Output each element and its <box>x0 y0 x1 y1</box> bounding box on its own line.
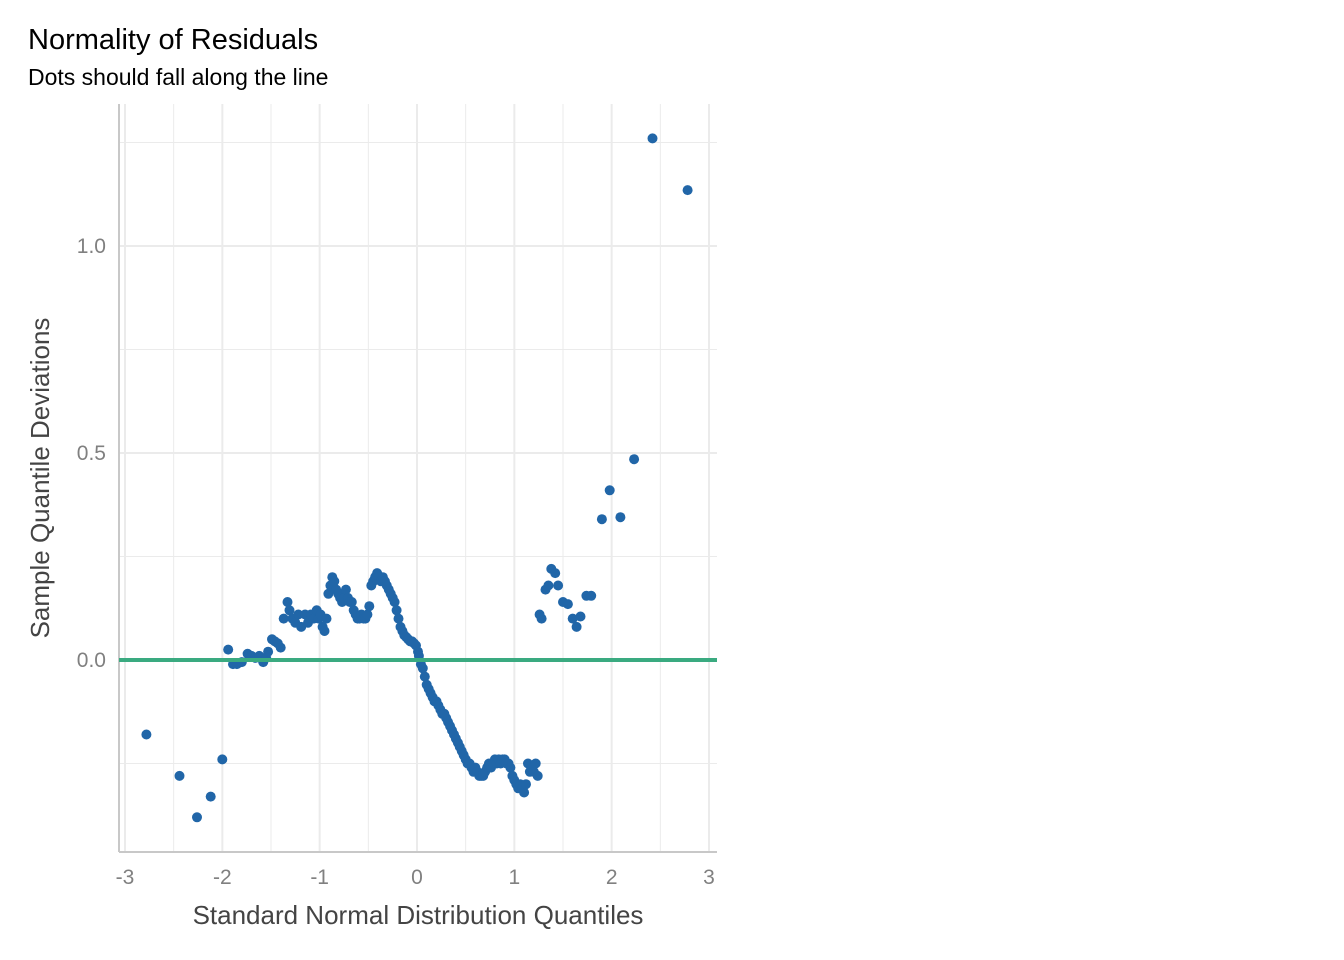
data-point <box>596 514 607 525</box>
data-point <box>393 613 404 624</box>
data-point <box>521 779 531 790</box>
data-point <box>282 597 293 607</box>
x-tick-label: 1 <box>508 866 520 889</box>
data-point <box>321 613 332 624</box>
data-point <box>571 621 582 632</box>
x-axis-title: Standard Normal Distribution Quantiles <box>193 900 644 930</box>
data-point <box>562 599 573 610</box>
y-tick-label: 0.5 <box>77 442 106 465</box>
data-points <box>141 133 693 823</box>
data-point <box>329 576 340 587</box>
data-point <box>553 580 564 591</box>
data-point <box>575 611 586 622</box>
data-point <box>530 758 541 769</box>
data-point <box>192 812 202 823</box>
data-point <box>532 770 543 781</box>
data-point <box>550 568 561 579</box>
data-point <box>275 642 286 653</box>
data-point <box>586 590 597 601</box>
data-point <box>263 646 274 657</box>
chart-subtitle: Dots should fall along the line <box>28 64 329 90</box>
x-tick-label: -3 <box>116 866 135 889</box>
y-tick-label: 1.0 <box>77 235 106 258</box>
data-point <box>340 584 351 595</box>
data-point <box>205 791 216 802</box>
data-point <box>536 613 547 624</box>
data-point <box>505 762 516 773</box>
data-point <box>629 454 640 465</box>
x-tick-labels: -3 -2 -1 0 1 2 3 <box>116 866 715 889</box>
data-point <box>284 605 295 616</box>
grid-major <box>119 104 717 852</box>
data-point <box>223 644 234 655</box>
data-point <box>346 597 357 607</box>
data-point <box>604 485 615 496</box>
x-tick-label: 3 <box>703 866 715 889</box>
x-tick-label: -1 <box>310 866 329 889</box>
y-tick-labels: 0.0 0.5 1.0 <box>77 235 106 672</box>
data-point <box>682 185 693 196</box>
y-tick-label: 0.0 <box>77 649 106 672</box>
x-tick-label: -2 <box>213 866 232 889</box>
data-point <box>567 613 578 624</box>
x-tick-label: 2 <box>606 866 618 889</box>
chart-title: Normality of Residuals <box>28 24 319 56</box>
data-point <box>141 729 152 740</box>
data-point <box>174 770 185 781</box>
data-point <box>323 588 334 599</box>
data-point <box>362 609 373 620</box>
data-point <box>519 787 530 798</box>
data-point <box>391 605 402 616</box>
data-point <box>647 133 658 144</box>
x-tick-label: 0 <box>411 866 423 889</box>
data-point <box>217 754 228 765</box>
data-point <box>319 626 330 636</box>
data-point <box>543 580 554 591</box>
data-point <box>389 597 400 607</box>
data-point <box>419 671 430 682</box>
data-point <box>364 601 375 612</box>
y-axis-title: Sample Quantile Deviations <box>25 318 55 639</box>
data-point <box>417 663 428 674</box>
data-point <box>278 613 289 624</box>
data-point <box>615 512 626 523</box>
